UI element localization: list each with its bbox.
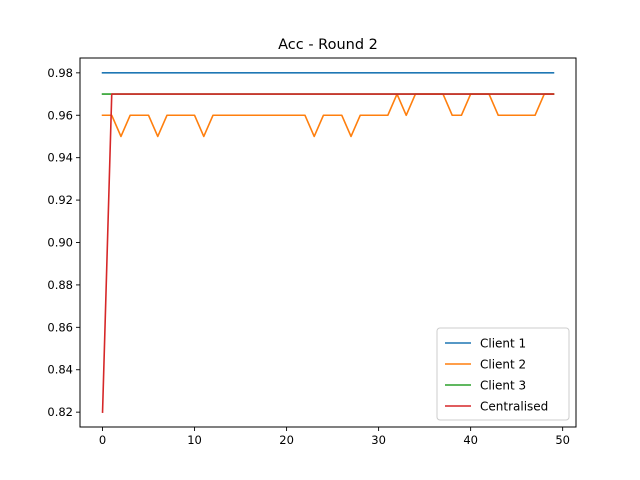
y-axis: 0.82 0.84 0.86 0.88 0.90 0.92 0.94 0.96 0.98 [47,66,80,419]
y-tick-label: 0.92 [47,193,73,207]
legend-label: Centralised [480,400,548,414]
x-tick-label: 10 [187,433,202,447]
x-tick-label: 20 [279,433,294,447]
x-tick-label: 50 [555,433,570,447]
y-tick-label: 0.86 [47,320,73,334]
legend-label: Client 3 [480,379,526,393]
x-tick-label: 30 [371,433,386,447]
y-tick-label: 0.96 [47,108,73,122]
legend-label: Client 2 [480,358,526,372]
y-tick-label: 0.82 [47,405,73,419]
series-line-centralised [101,93,555,413]
y-tick-label: 0.98 [47,66,73,80]
y-tick-label: 0.90 [47,236,73,250]
x-tick-label: 0 [99,433,106,447]
chart-title: Acc - Round 2 [278,37,378,53]
legend-box [436,327,570,421]
plot-lines [101,72,555,413]
x-tick-label: 40 [463,433,478,447]
x-axis: 0 10 20 30 40 50 [99,427,570,447]
y-tick-label: 0.84 [47,363,73,377]
legend: Client 1 Client 2 Client 3 Centralised [436,327,570,421]
legend-label: Client 1 [480,337,526,351]
y-tick-label: 0.94 [47,151,73,165]
y-tick-label: 0.88 [47,278,73,292]
